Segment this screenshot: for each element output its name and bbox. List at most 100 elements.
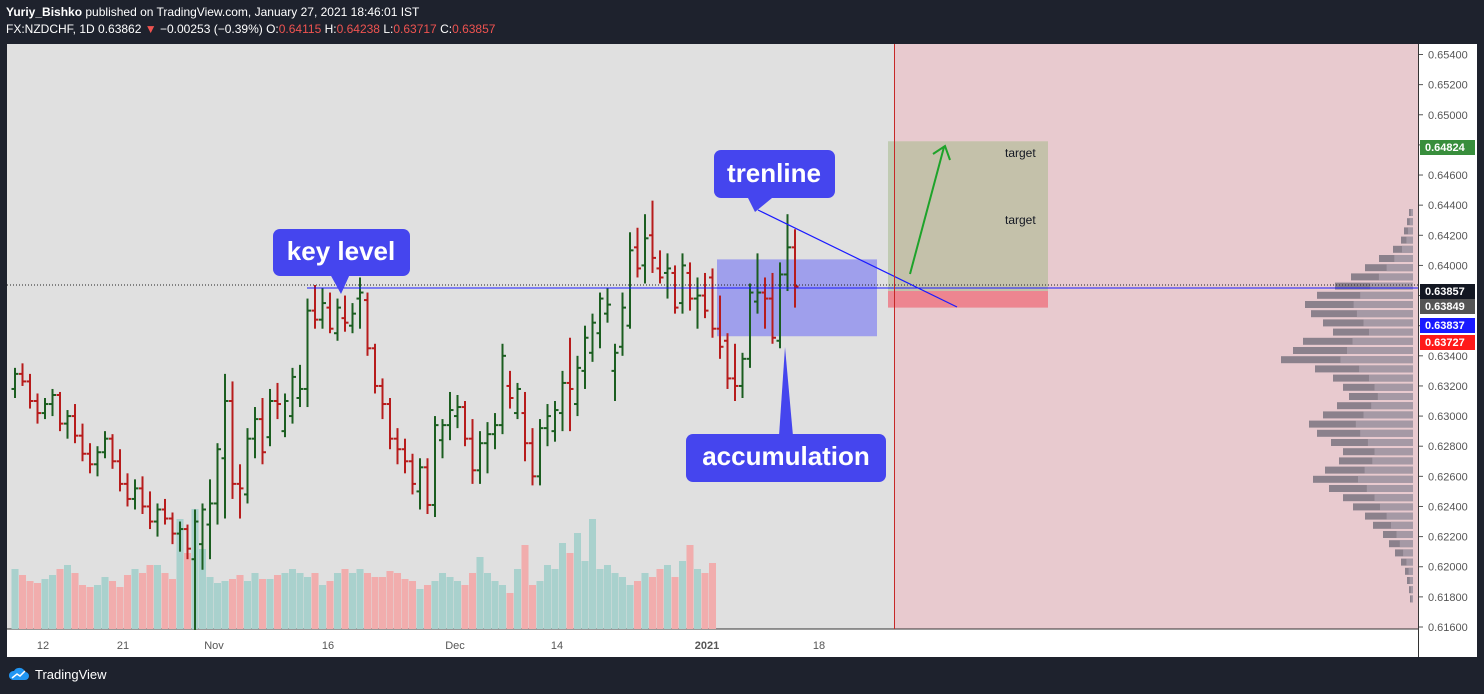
ohlc-bar[interactable] bbox=[64, 410, 71, 439]
ohlc-bar[interactable] bbox=[604, 288, 611, 323]
ohlc-bar[interactable] bbox=[41, 398, 49, 420]
ohlc-bar[interactable] bbox=[731, 343, 739, 402]
ohlc-bar[interactable] bbox=[296, 364, 304, 408]
key-level-callout[interactable] bbox=[273, 229, 410, 276]
ohlc-bar[interactable] bbox=[446, 391, 454, 441]
ohlc-bar[interactable] bbox=[424, 458, 431, 515]
ohlc-bar[interactable] bbox=[641, 214, 649, 284]
ohlc-bar[interactable] bbox=[154, 503, 161, 537]
ohlc-bar[interactable] bbox=[739, 352, 746, 398]
ohlc-bar[interactable] bbox=[409, 453, 416, 495]
ohlc-bar[interactable] bbox=[716, 295, 724, 359]
target-zone[interactable] bbox=[888, 141, 1048, 292]
stop-zone[interactable] bbox=[888, 291, 1048, 308]
ohlc-bar[interactable] bbox=[701, 272, 709, 319]
ohlc-bar[interactable] bbox=[454, 394, 461, 429]
ohlc-bar[interactable] bbox=[364, 292, 371, 356]
ohlc-bar[interactable] bbox=[176, 521, 184, 552]
ohlc-bar[interactable] bbox=[71, 404, 79, 444]
ohlc-bar[interactable] bbox=[281, 393, 289, 438]
ohlc-bar[interactable] bbox=[356, 277, 364, 329]
ohlc-bar[interactable] bbox=[116, 449, 124, 492]
ohlc-bar[interactable] bbox=[461, 401, 469, 447]
ohlc-bar[interactable] bbox=[319, 288, 326, 329]
ohlc-bar[interactable] bbox=[304, 298, 311, 408]
ohlc-bar[interactable] bbox=[26, 373, 34, 409]
ohlc-bar[interactable] bbox=[656, 250, 664, 284]
ohlc-bar[interactable] bbox=[79, 423, 86, 462]
ohlc-bar[interactable] bbox=[401, 438, 409, 474]
ohlc-bar[interactable] bbox=[754, 253, 761, 314]
ohlc-bar[interactable] bbox=[94, 446, 101, 477]
ohlc-bar[interactable] bbox=[611, 343, 619, 402]
ohlc-bar[interactable] bbox=[416, 458, 424, 510]
ohlc-bar[interactable] bbox=[649, 200, 656, 273]
accumulation-zone[interactable] bbox=[717, 259, 877, 337]
ohlc-bar[interactable] bbox=[581, 325, 589, 389]
ohlc-bar[interactable] bbox=[746, 283, 754, 368]
ohlc-bar[interactable] bbox=[56, 391, 64, 432]
ohlc-bar[interactable] bbox=[326, 292, 334, 334]
ohlc-bar[interactable] bbox=[311, 285, 319, 329]
ohlc-bar[interactable] bbox=[431, 416, 439, 518]
ohlc-bar[interactable] bbox=[386, 398, 394, 450]
ohlc-bar[interactable] bbox=[596, 292, 604, 349]
ohlc-bar[interactable] bbox=[109, 434, 116, 469]
author-name[interactable]: Yuriy_Bishko bbox=[6, 5, 83, 19]
ohlc-bar[interactable] bbox=[551, 401, 559, 442]
ohlc-bar[interactable] bbox=[131, 479, 139, 510]
ohlc-bar[interactable] bbox=[11, 367, 19, 398]
ohlc-bar[interactable] bbox=[469, 419, 476, 484]
ohlc-bar[interactable] bbox=[221, 373, 229, 519]
ohlc-bar[interactable] bbox=[34, 393, 41, 424]
ohlc-bar[interactable] bbox=[761, 277, 769, 329]
ohlc-bar[interactable] bbox=[589, 313, 596, 362]
ohlc-bar[interactable] bbox=[86, 443, 94, 474]
time-axis[interactable] bbox=[7, 629, 1419, 657]
ohlc-bar[interactable] bbox=[251, 407, 259, 459]
ohlc-bar[interactable] bbox=[199, 503, 206, 570]
tradingview-logo[interactable]: TradingView bbox=[8, 666, 107, 682]
ohlc-bar[interactable] bbox=[634, 227, 641, 278]
ohlc-bar[interactable] bbox=[514, 382, 521, 420]
ohlc-bar[interactable] bbox=[671, 265, 679, 314]
ohlc-bar[interactable] bbox=[529, 428, 536, 486]
ohlc-bar[interactable] bbox=[274, 382, 281, 420]
ohlc-bar[interactable] bbox=[521, 391, 529, 462]
ohlc-bar[interactable] bbox=[694, 277, 701, 329]
ohlc-bar[interactable] bbox=[491, 413, 499, 450]
ohlc-bar[interactable] bbox=[619, 292, 626, 356]
ohlc-bar[interactable] bbox=[776, 262, 784, 349]
ohlc-bar[interactable] bbox=[626, 232, 634, 329]
ohlc-bar[interactable] bbox=[574, 355, 581, 417]
ohlc-bar[interactable] bbox=[349, 303, 356, 334]
ohlc-bar[interactable] bbox=[161, 498, 169, 525]
accumulation-callout[interactable] bbox=[686, 434, 886, 482]
ohlc-bar[interactable] bbox=[236, 464, 244, 519]
ohlc-bar[interactable] bbox=[341, 295, 349, 332]
ohlc-bar[interactable] bbox=[544, 404, 551, 447]
ohlc-bar[interactable] bbox=[139, 476, 146, 515]
ohlc-bar[interactable] bbox=[709, 268, 716, 338]
ohlc-bar[interactable] bbox=[679, 253, 686, 314]
ohlc-bar[interactable] bbox=[724, 333, 731, 389]
ohlc-bar[interactable] bbox=[101, 431, 109, 459]
ohlc-bar[interactable] bbox=[206, 479, 214, 560]
ohlc-bar[interactable] bbox=[484, 422, 491, 474]
trenline-callout[interactable] bbox=[714, 150, 835, 198]
ohlc-bar[interactable] bbox=[169, 512, 176, 545]
ohlc-bar[interactable] bbox=[266, 388, 274, 447]
ohlc-bar[interactable] bbox=[371, 343, 379, 394]
ohlc-bar[interactable] bbox=[394, 428, 401, 465]
ohlc-bar[interactable] bbox=[506, 370, 514, 409]
ohlc-bar[interactable] bbox=[289, 367, 296, 424]
ohlc-bar[interactable] bbox=[379, 378, 386, 420]
ohlc-bar[interactable] bbox=[439, 419, 446, 459]
ohlc-bar[interactable] bbox=[214, 443, 221, 525]
ohlc-bar[interactable] bbox=[559, 370, 566, 432]
ohlc-bar[interactable] bbox=[784, 214, 791, 292]
price-chart[interactable]: key level trenline accumulation target t… bbox=[0, 42, 1484, 657]
ohlc-bar[interactable] bbox=[686, 262, 694, 311]
ohlc-bar[interactable] bbox=[19, 363, 26, 386]
ohlc-bar[interactable] bbox=[184, 524, 191, 560]
